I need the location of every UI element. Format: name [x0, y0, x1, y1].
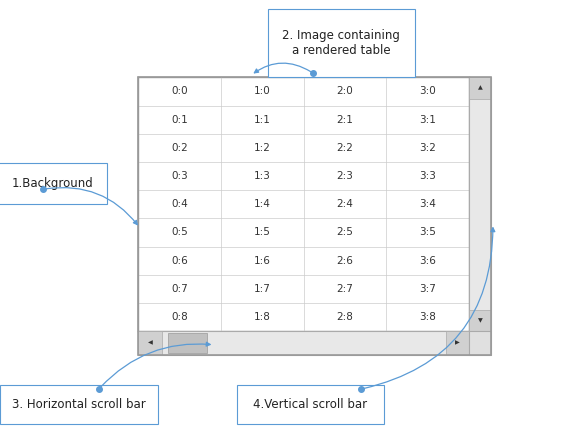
- Text: 3:2: 3:2: [420, 143, 437, 153]
- Text: 3:6: 3:6: [420, 255, 437, 266]
- FancyBboxPatch shape: [138, 331, 469, 355]
- Text: 2:4: 2:4: [337, 199, 354, 209]
- Text: ▶: ▶: [455, 341, 460, 345]
- Text: 1:6: 1:6: [254, 255, 271, 266]
- Text: 0:5: 0:5: [171, 227, 188, 237]
- Text: ◀: ◀: [148, 341, 152, 345]
- Text: 2:2: 2:2: [337, 143, 354, 153]
- Text: 2:1: 2:1: [337, 115, 354, 125]
- FancyBboxPatch shape: [138, 77, 491, 355]
- Text: 0:1: 0:1: [171, 115, 188, 125]
- FancyBboxPatch shape: [469, 331, 491, 355]
- Text: 3:4: 3:4: [420, 199, 437, 209]
- FancyBboxPatch shape: [268, 9, 415, 77]
- Text: ▲: ▲: [478, 86, 482, 91]
- Text: 0:2: 0:2: [171, 143, 188, 153]
- FancyBboxPatch shape: [0, 163, 107, 204]
- Text: 2:6: 2:6: [337, 255, 354, 266]
- Text: 0:0: 0:0: [171, 86, 188, 96]
- FancyBboxPatch shape: [237, 385, 384, 424]
- FancyBboxPatch shape: [168, 333, 207, 353]
- Text: 3. Horizontal scroll bar: 3. Horizontal scroll bar: [12, 398, 146, 411]
- FancyBboxPatch shape: [469, 77, 491, 99]
- Text: 1:4: 1:4: [254, 199, 271, 209]
- Text: 0:6: 0:6: [171, 255, 188, 266]
- Text: 1:0: 1:0: [254, 86, 271, 96]
- Text: 2:3: 2:3: [337, 171, 354, 181]
- Text: 3:7: 3:7: [420, 284, 437, 294]
- Text: 1:3: 1:3: [254, 171, 271, 181]
- Text: 2:7: 2:7: [337, 284, 354, 294]
- Text: 1:2: 1:2: [254, 143, 271, 153]
- Text: 0:8: 0:8: [171, 312, 188, 322]
- FancyBboxPatch shape: [138, 77, 469, 331]
- Text: 1:7: 1:7: [254, 284, 271, 294]
- Text: 3:3: 3:3: [420, 171, 437, 181]
- Text: 2. Image containing
a rendered table: 2. Image containing a rendered table: [283, 29, 400, 57]
- Text: 2:8: 2:8: [337, 312, 354, 322]
- Text: 4.Vertical scroll bar: 4.Vertical scroll bar: [253, 398, 367, 411]
- Text: 3:1: 3:1: [420, 115, 437, 125]
- Text: 3:8: 3:8: [420, 312, 437, 322]
- Text: 1.Background: 1.Background: [11, 177, 93, 190]
- Text: 0:4: 0:4: [171, 199, 188, 209]
- Text: 2:0: 2:0: [337, 86, 354, 96]
- Text: ▼: ▼: [478, 318, 482, 323]
- Text: 0:3: 0:3: [171, 171, 188, 181]
- Text: 3:5: 3:5: [420, 227, 437, 237]
- FancyBboxPatch shape: [469, 310, 491, 331]
- Text: 1:5: 1:5: [254, 227, 271, 237]
- Text: 0:7: 0:7: [171, 284, 188, 294]
- Text: 1:1: 1:1: [254, 115, 271, 125]
- FancyBboxPatch shape: [138, 331, 162, 355]
- FancyBboxPatch shape: [446, 331, 469, 355]
- Text: 2:5: 2:5: [337, 227, 354, 237]
- FancyBboxPatch shape: [0, 385, 158, 424]
- Text: 1:8: 1:8: [254, 312, 271, 322]
- Text: 3:0: 3:0: [420, 86, 436, 96]
- FancyBboxPatch shape: [469, 77, 491, 331]
